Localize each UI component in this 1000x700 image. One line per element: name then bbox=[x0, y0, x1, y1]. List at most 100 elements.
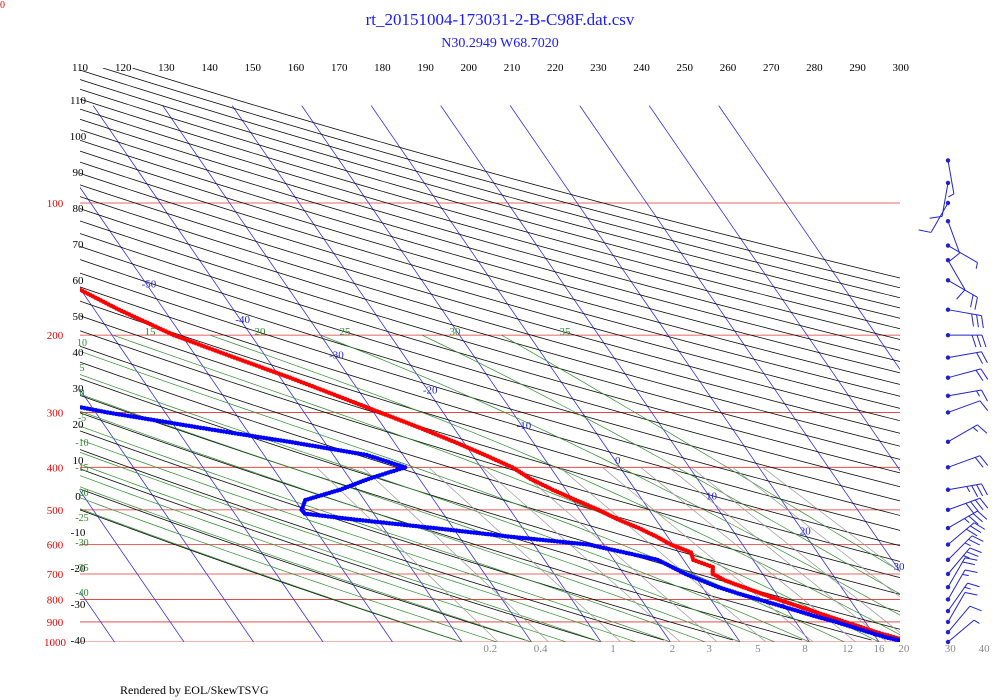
isotherm-line bbox=[92, 105, 463, 642]
temperature-profile-point bbox=[13, 253, 17, 257]
wind-barb-staff bbox=[947, 483, 982, 491]
moist-adiabat-label: 35 bbox=[560, 326, 572, 338]
dry-adiabat-label: 80 bbox=[73, 203, 85, 215]
dry-adiabat-line bbox=[132, 68, 900, 279]
dry-adiabat-label: 40 bbox=[73, 347, 85, 359]
top-axis-label: 140 bbox=[201, 62, 218, 74]
moist-adiabat-label: 10 bbox=[77, 338, 87, 349]
moist-adiabat-label: 30 bbox=[450, 326, 462, 338]
wind-barb-staff bbox=[947, 605, 971, 633]
mixing-ratio-label: 1 bbox=[610, 643, 616, 655]
dewpoint-profile-point bbox=[21, 394, 25, 398]
dry-adiabat-line bbox=[80, 361, 900, 612]
mixing-ratio-line bbox=[428, 467, 622, 642]
wind-barb-staff bbox=[947, 424, 978, 443]
moist-adiabat-line bbox=[80, 439, 671, 642]
dry-adiabat-line bbox=[80, 139, 900, 374]
wind-barb bbox=[945, 547, 982, 577]
wind-barb-flag bbox=[956, 289, 966, 300]
mixing-ratio-line bbox=[515, 467, 718, 642]
wind-barb-flag bbox=[977, 510, 988, 520]
wind-barb-flag bbox=[976, 484, 984, 497]
dewpoint-profile-point bbox=[59, 401, 63, 405]
wind-barb-flag bbox=[962, 561, 975, 566]
dry-adiabat-label: -30 bbox=[71, 599, 86, 611]
dewpoint-profile-point bbox=[53, 400, 57, 404]
dry-adiabat-label: -20 bbox=[71, 563, 86, 575]
moist-adiabat-line bbox=[80, 475, 567, 642]
dry-adiabat-line bbox=[80, 108, 900, 340]
temperature-profile-point bbox=[65, 281, 69, 285]
wind-barb-flag bbox=[972, 426, 979, 432]
wind-barb bbox=[918, 200, 951, 233]
moist-adiabat-line bbox=[209, 334, 900, 636]
wind-barb-flag bbox=[949, 252, 960, 262]
isotherm-label: -50 bbox=[142, 279, 157, 291]
wind-barb-flag bbox=[972, 513, 983, 523]
wind-barb-flag bbox=[964, 569, 978, 574]
wind-barb-flag bbox=[964, 591, 978, 596]
moist-adiabat-line bbox=[80, 451, 636, 642]
mixing-ratio-line bbox=[559, 467, 767, 642]
moist-adiabat-label: 25 bbox=[340, 326, 352, 338]
mixing-ratio-label: 20 bbox=[898, 643, 910, 655]
dewpoint-profile-point bbox=[80, 405, 81, 409]
moist-adiabat-label: 20 bbox=[255, 326, 267, 338]
temperature-profile-point bbox=[55, 275, 59, 279]
moist-adiabat-label: 0 bbox=[80, 388, 85, 399]
moist-adiabat-line bbox=[80, 425, 706, 642]
mixing-ratio-line bbox=[602, 467, 814, 642]
isotherm-label: -20 bbox=[423, 385, 438, 397]
top-axis-label: 130 bbox=[158, 62, 175, 74]
wind-barb bbox=[945, 591, 978, 625]
wind-barb-dot bbox=[945, 307, 951, 312]
wind-barb bbox=[945, 605, 982, 635]
dry-adiabat-line bbox=[80, 345, 900, 595]
wind-barb-flag bbox=[964, 557, 978, 561]
moist-adiabat-line bbox=[80, 508, 463, 642]
chart-subtitle: N30.2949 W68.7020 bbox=[441, 36, 559, 51]
temperature-profile-point bbox=[0, 127, 3, 131]
wind-barb-staff bbox=[947, 368, 981, 379]
dry-adiabat-label: -40 bbox=[71, 635, 86, 647]
temperature-profile-point bbox=[49, 273, 53, 277]
temperature-profile-point bbox=[24, 259, 28, 263]
dry-adiabat-line bbox=[80, 468, 595, 641]
moist-adiabat-label: -10 bbox=[75, 438, 88, 449]
temperature-profile-point bbox=[6, 249, 10, 253]
top-axis-label: 170 bbox=[331, 62, 348, 74]
wind-barb-staff bbox=[947, 619, 975, 643]
wind-barb bbox=[945, 389, 988, 402]
temperature-profile-point bbox=[60, 278, 64, 282]
dewpoint-profile-point bbox=[36, 397, 40, 401]
wind-barb-staff bbox=[947, 259, 966, 290]
wind-barb-staff bbox=[947, 510, 978, 529]
dry-adiabat-line bbox=[80, 98, 900, 330]
wind-barb-dot bbox=[945, 258, 951, 263]
dewpoint-profile-point bbox=[1, 390, 5, 394]
mixing-ratio-label: 40 bbox=[979, 643, 991, 655]
mixing-ratio-line bbox=[732, 467, 900, 598]
moist-adiabat-line bbox=[80, 350, 845, 642]
dry-adiabat-line bbox=[80, 412, 803, 641]
wind-barb bbox=[945, 557, 978, 590]
wind-barb bbox=[945, 218, 961, 262]
top-axis-label: 300 bbox=[893, 62, 910, 74]
mixing-ratio-label: 0.2 bbox=[483, 643, 497, 655]
dry-adiabat-line bbox=[80, 259, 900, 502]
temperature-profile-point bbox=[29, 261, 33, 265]
temperature-profile-point bbox=[1, 246, 5, 250]
dewpoint-profile-point bbox=[65, 402, 69, 406]
temperature-profile-point bbox=[900, 637, 904, 641]
wind-barb bbox=[945, 455, 989, 470]
wind-barb-flag bbox=[979, 497, 989, 509]
isotherm-label: 20 bbox=[800, 526, 812, 538]
wind-barb-flag bbox=[966, 528, 978, 537]
top-axis-label: 120 bbox=[115, 62, 132, 74]
wind-barb-flag bbox=[918, 229, 932, 233]
wind-barb bbox=[945, 569, 978, 602]
mixing-ratio-line bbox=[690, 467, 900, 634]
wind-barb-staff bbox=[947, 400, 981, 413]
isotherm-label: -10 bbox=[517, 420, 532, 432]
wind-barb-flag bbox=[966, 486, 971, 493]
